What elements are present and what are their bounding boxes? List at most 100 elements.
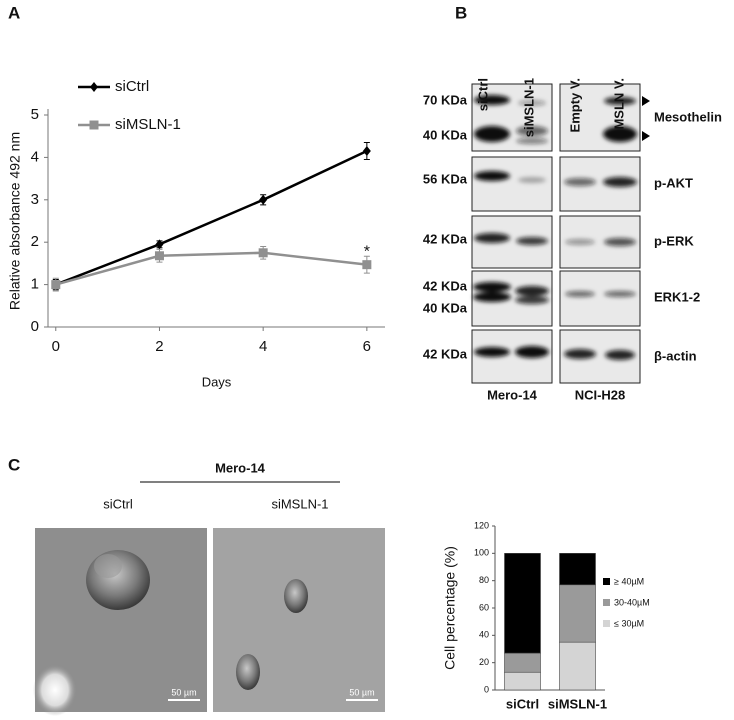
y-tick-label: 20: [479, 657, 489, 667]
y-tick-label: 5: [31, 106, 39, 123]
blot-band: [515, 346, 549, 358]
y-tick-label: 2: [31, 233, 39, 250]
panel-label: A: [8, 3, 20, 22]
y-tick-label: 0: [31, 318, 39, 335]
y-tick-label: 100: [474, 548, 489, 558]
blot-size-label: 40 KDa: [423, 127, 468, 142]
bar-segment: [559, 584, 596, 643]
blot-cell-line: Mero-14: [487, 387, 538, 402]
legend-label: ≤ 30µM: [614, 618, 644, 628]
blot-band: [605, 350, 635, 360]
blot-size-label: 56 KDa: [423, 171, 468, 186]
x-tick-label: siCtrl: [506, 696, 539, 711]
blot-band: [516, 126, 548, 136]
blot-column-label: siCtrl: [475, 78, 490, 111]
blot-protein-label: p-ERK: [654, 233, 694, 248]
bar-segment: [504, 671, 541, 691]
annotation: *: [364, 243, 370, 260]
bar-segment: [559, 641, 596, 691]
blot-band: [565, 239, 595, 245]
blot-band: [474, 95, 510, 105]
marker: [258, 248, 268, 258]
y-tick-label: 80: [479, 575, 489, 585]
legend-marker: [89, 120, 99, 130]
blot-band: [473, 282, 511, 292]
series-line: [55, 149, 368, 286]
y-tick-label: 1: [31, 276, 39, 293]
bar-segment: [504, 553, 541, 654]
panel-label: B: [455, 3, 467, 22]
micrograph-condition: siCtrl: [103, 496, 133, 511]
blot-column-label: MSLN V.: [611, 78, 626, 130]
blot-band: [474, 347, 510, 357]
y-tick-label: 0: [484, 684, 489, 694]
scale-bar-label: 50 µm: [349, 687, 374, 697]
x-tick-label: siMSLN-1: [548, 696, 607, 711]
scale-bar-label: 50 µm: [171, 687, 196, 697]
blot-band: [603, 177, 637, 187]
blot-band: [603, 126, 637, 142]
blot-size-label: 42 KDa: [423, 231, 468, 246]
blot-band: [516, 237, 548, 245]
x-tick-label: 0: [52, 338, 60, 355]
series-line: [55, 251, 367, 286]
blot-size-label: 42 KDa: [423, 346, 468, 361]
blot-band: [564, 349, 596, 359]
legend-label: siCtrl: [115, 78, 149, 95]
legend-swatch: [603, 599, 610, 606]
y-tick-label: 3: [31, 191, 39, 208]
arrowheads: [642, 96, 650, 141]
blot-band: [565, 291, 595, 297]
blot-protein-label: β-actin: [654, 348, 697, 363]
marker: [259, 194, 268, 205]
panel-label: C: [8, 455, 20, 474]
legend-label: ≥ 40µM: [614, 576, 644, 586]
marker: [51, 280, 61, 290]
micrographs: [33, 481, 385, 716]
y-axis-label: Cell percentage (%): [442, 546, 458, 670]
bar-segment: [504, 652, 541, 673]
blot-band: [515, 296, 549, 304]
blot-band: [474, 171, 510, 181]
blot-protein-label: ERK1-2: [654, 289, 700, 304]
marker: [362, 260, 372, 270]
legend-label: 30-40µM: [614, 597, 650, 607]
blot-bands: [473, 95, 637, 360]
y-axis-label: Relative absorbance 492 nm: [7, 132, 23, 310]
bar-segment: [559, 553, 596, 586]
blot-band: [604, 97, 636, 105]
blot-band: [473, 292, 511, 302]
x-tick-label: 4: [259, 338, 267, 355]
blot-size-label: 42 KDa: [423, 278, 468, 293]
y-tick-label: 40: [479, 630, 489, 640]
blot-band: [518, 177, 546, 183]
marker: [362, 146, 371, 157]
blot-band: [604, 291, 636, 297]
blot-size-label: 40 KDa: [423, 300, 468, 315]
blot-band: [474, 233, 510, 243]
marker: [154, 251, 164, 261]
x-tick-label: 2: [155, 338, 163, 355]
y-tick-label: 60: [479, 602, 489, 612]
micrograph-cell-line: Mero-14: [215, 460, 266, 475]
blot-column-label: siMSLN-1: [521, 78, 536, 137]
legend-label: siMSLN-1: [115, 116, 181, 133]
legend-marker: [90, 82, 98, 92]
blot-band: [518, 100, 546, 106]
blot-band: [564, 178, 596, 186]
y-tick-label: 120: [474, 520, 489, 530]
y-tick-label: 4: [31, 148, 39, 165]
x-axis-label: Days: [202, 374, 232, 389]
blot-band: [515, 286, 549, 296]
blot-band: [604, 238, 636, 246]
x-tick-label: 6: [363, 338, 371, 355]
blot-protein-label: Mesothelin: [654, 109, 722, 124]
legend-swatch: [603, 578, 610, 585]
micrograph-condition: siMSLN-1: [271, 496, 328, 511]
blot-cell-line: NCI-H28: [575, 387, 626, 402]
legend-swatch: [603, 620, 610, 627]
blot-band: [516, 138, 548, 144]
marker: [155, 239, 164, 250]
blot-protein-label: p-AKT: [654, 175, 693, 190]
